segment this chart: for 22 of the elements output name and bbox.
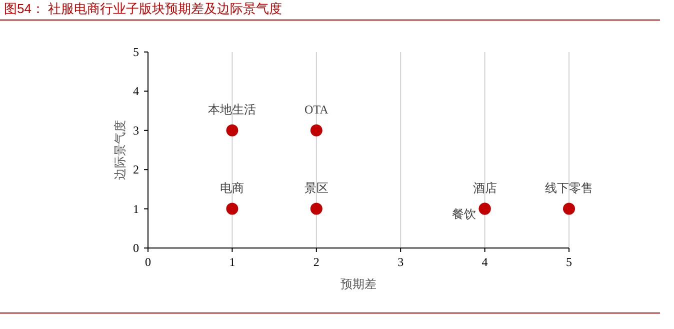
- annotation: 景区: [304, 180, 328, 195]
- annotation: 电商: [220, 180, 244, 195]
- y-axis-title: 边际景气度: [113, 120, 127, 180]
- x-tick-label: 3: [398, 255, 404, 269]
- y-tick-label: 1: [133, 202, 139, 216]
- y-tick-label: 2: [133, 162, 139, 177]
- x-tick-label: 0: [145, 255, 151, 269]
- x-tick-label: 2: [313, 255, 320, 269]
- annotation: 本地生活: [208, 102, 256, 116]
- y-tick-label: 0: [133, 241, 139, 255]
- y-tick-label: 5: [133, 45, 139, 59]
- annotation: 餐饮: [452, 206, 476, 221]
- chart-title: 图54： 社服电商行业子版块预期差及边际景气度: [4, 1, 282, 16]
- x-axis-title: 预期差: [340, 277, 376, 291]
- annotation: 酒店: [472, 180, 497, 195]
- x-tick-label: 4: [482, 255, 488, 269]
- x-tick-label: 1: [229, 255, 236, 269]
- annotation: OTA: [304, 102, 329, 116]
- y-tick-label: 3: [133, 123, 139, 138]
- y-tick-label: 4: [133, 84, 139, 98]
- annotation: 线下零售: [545, 180, 593, 195]
- x-tick-label: 5: [566, 255, 572, 269]
